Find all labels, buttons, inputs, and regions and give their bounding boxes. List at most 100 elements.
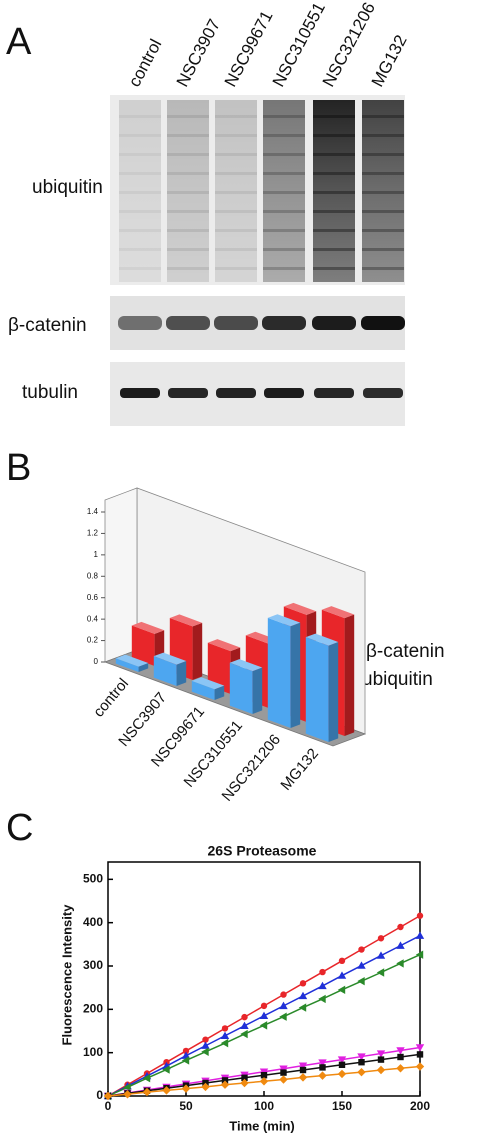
panel-label: C xyxy=(6,807,33,849)
ubiquitin-band xyxy=(215,115,257,118)
ubiquitin-smear xyxy=(167,100,209,282)
y-tick-label: 1 xyxy=(94,550,99,559)
lane-label: NSC310551 xyxy=(269,0,329,90)
x-tick-label: 200 xyxy=(410,1099,430,1113)
marker xyxy=(162,1086,171,1095)
marker xyxy=(337,985,346,995)
bar-top xyxy=(229,659,263,672)
y-tick-label: 0 xyxy=(96,1088,103,1102)
bar-side xyxy=(214,685,225,700)
y-tick-label: 0.6 xyxy=(87,593,99,602)
row-label: β-catenin xyxy=(8,315,87,336)
marker xyxy=(377,1056,385,1063)
ubiquitin-band xyxy=(313,229,355,232)
marker xyxy=(298,1003,307,1012)
tubulin-band xyxy=(314,388,354,398)
x-axis-label: Time (min) xyxy=(229,1118,295,1133)
lane-label: NSC99671 xyxy=(221,8,277,90)
ubiquitin-band xyxy=(215,229,257,232)
marker xyxy=(181,1056,190,1065)
tubulin-band xyxy=(216,388,256,398)
bar-side xyxy=(344,614,355,736)
ubiquitin-band xyxy=(119,172,161,175)
marker xyxy=(182,1047,190,1055)
ubiquitin-band xyxy=(167,134,209,137)
marker xyxy=(259,1021,268,1030)
marker xyxy=(358,946,365,953)
y-tick-label: 0.4 xyxy=(87,614,99,623)
marker xyxy=(298,1073,308,1082)
marker xyxy=(415,950,424,959)
marker xyxy=(202,1036,209,1043)
bar-side xyxy=(328,641,339,742)
bar-side xyxy=(138,663,149,672)
marker xyxy=(357,1067,366,1077)
marker xyxy=(142,1074,151,1083)
marker xyxy=(201,1082,210,1092)
row-label: tubulin xyxy=(22,382,78,403)
marker xyxy=(201,1041,210,1049)
ubiquitin-band xyxy=(313,172,355,175)
catenin-band xyxy=(312,316,356,330)
marker xyxy=(376,1050,386,1058)
ubiquitin-band xyxy=(215,172,257,175)
marker xyxy=(396,1047,405,1055)
ubiquitin-band xyxy=(313,191,355,194)
x-tick-label: control xyxy=(90,675,132,720)
tubulin-band xyxy=(363,388,403,398)
marker xyxy=(123,1083,131,1092)
row-label: ubiquitin xyxy=(32,177,103,198)
tubulin-band xyxy=(264,388,304,398)
bar-front xyxy=(191,680,215,700)
marker xyxy=(396,941,405,949)
ubiquitin-band xyxy=(313,134,355,137)
panel-label: A xyxy=(6,21,32,63)
marker xyxy=(397,923,404,931)
lane-label: NSC3907 xyxy=(173,16,224,90)
marker xyxy=(220,1031,230,1039)
ubiquitin-band xyxy=(362,210,404,213)
marker xyxy=(337,1069,347,1079)
marker xyxy=(319,968,326,976)
ubiquitin-band xyxy=(313,267,355,270)
marker xyxy=(318,994,326,1004)
marker xyxy=(279,1075,288,1084)
panel-label: B xyxy=(6,447,31,489)
catenin-band xyxy=(214,316,258,330)
ubiquitin-band xyxy=(362,115,404,118)
ubiquitin-smear xyxy=(215,100,257,282)
marker xyxy=(260,1002,268,1010)
bar-front xyxy=(305,637,329,742)
ubiquitin-band xyxy=(167,153,209,156)
tubulin-band xyxy=(120,388,160,398)
marker xyxy=(298,1062,308,1070)
marker xyxy=(221,1025,229,1032)
marker xyxy=(376,1065,386,1075)
ubiquitin-band xyxy=(215,134,257,137)
bar-top xyxy=(153,652,187,665)
marker xyxy=(241,1013,248,1021)
x-tick-label: NSC3907 xyxy=(115,689,170,750)
tubulin-band xyxy=(168,388,208,398)
ubiquitin-band xyxy=(313,248,355,251)
ubiquitin-band xyxy=(119,210,161,213)
marker xyxy=(357,1053,366,1061)
marker xyxy=(201,1047,209,1056)
marker xyxy=(181,1084,191,1093)
ubiquitin-band xyxy=(119,115,161,118)
y-tick-label: 0.8 xyxy=(87,571,99,580)
bar-front xyxy=(115,658,139,672)
ubiquitin-band xyxy=(119,153,161,156)
ubiquitin-band xyxy=(362,153,404,156)
ubiquitin-smear xyxy=(313,100,355,282)
bar-side xyxy=(176,660,187,686)
bar xyxy=(267,614,301,728)
ubiquitin-band xyxy=(263,153,305,156)
lane-label: control xyxy=(125,36,166,90)
ubiquitin-band xyxy=(362,172,404,175)
marker xyxy=(142,1087,152,1097)
marker xyxy=(260,1072,268,1079)
chart-title: 26S Proteasome xyxy=(208,843,317,859)
bar xyxy=(305,633,339,742)
